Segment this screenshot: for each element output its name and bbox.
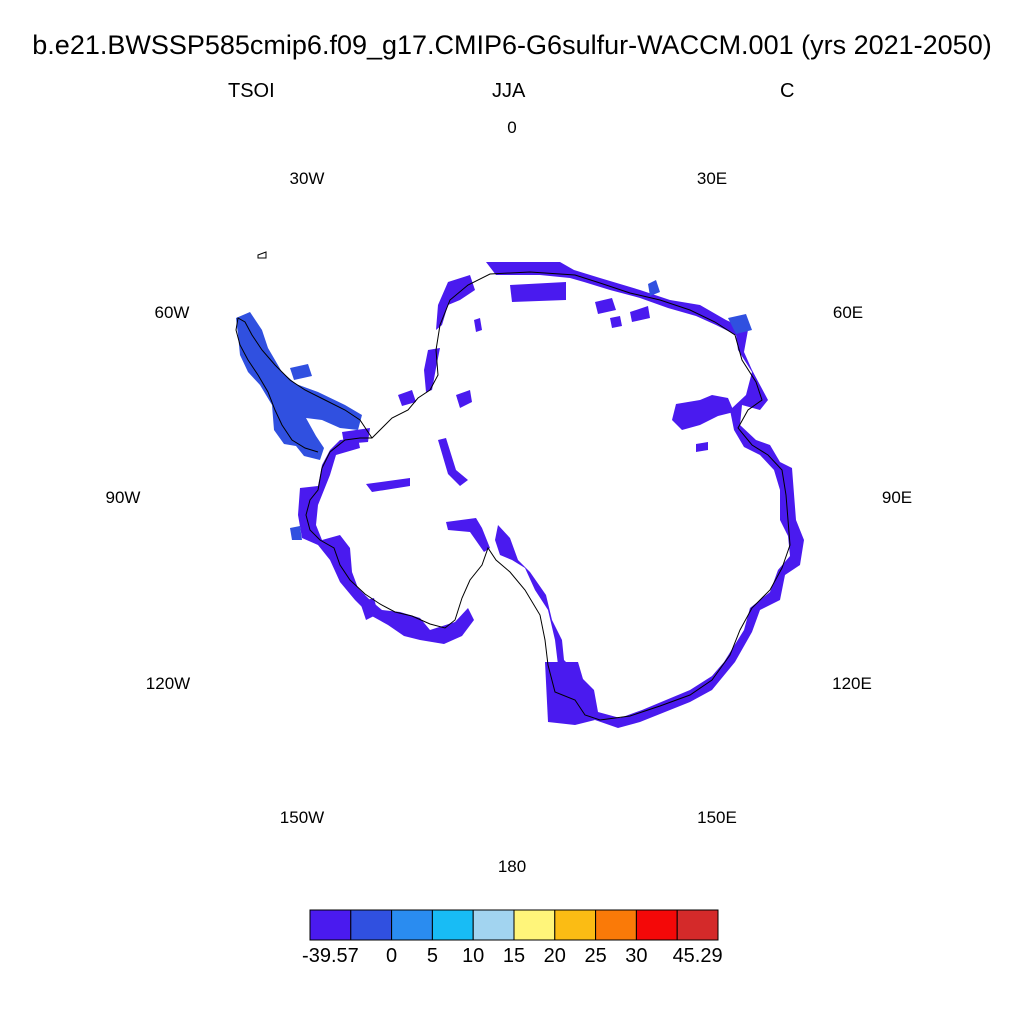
colorbar-tick-label: 20 bbox=[543, 945, 566, 967]
weddell-patch-3 bbox=[398, 390, 416, 406]
weddell-coast-field bbox=[436, 275, 475, 330]
lon-label-120e: 120E bbox=[832, 674, 872, 693]
colorbar-swatch bbox=[513, 909, 556, 941]
west-coast-field bbox=[298, 438, 474, 644]
lon-label-30e: 30E bbox=[696, 169, 728, 188]
colorbar-swatch bbox=[595, 909, 637, 941]
isolated-cell-3 bbox=[696, 442, 708, 452]
lon-label-150e: 150E bbox=[697, 808, 737, 827]
colorbar-swatch bbox=[472, 909, 515, 941]
lon-label-60w: 60W bbox=[154, 303, 190, 322]
lon-label-90w: 90W bbox=[105, 488, 141, 507]
lon-label-90e: 90E bbox=[881, 488, 913, 507]
isolated-cell-5 bbox=[630, 306, 650, 322]
colorbar-tick-label: -39.57 bbox=[302, 945, 359, 967]
continent-outline bbox=[305, 271, 791, 721]
amery-patch bbox=[728, 314, 752, 334]
interior-streak-3 bbox=[446, 518, 490, 552]
colorbar-swatch bbox=[431, 909, 474, 941]
interior-streak-4 bbox=[342, 428, 370, 444]
colorbar-swatch bbox=[309, 909, 352, 941]
interior-streak-2 bbox=[438, 438, 468, 486]
colorbar-tick-label: 30 bbox=[625, 945, 648, 967]
isolated-cell-6 bbox=[595, 298, 616, 314]
variable-label: TSOI bbox=[228, 80, 275, 102]
peninsula-patch-2 bbox=[290, 526, 302, 540]
ross-region-field bbox=[545, 662, 595, 725]
coastlines bbox=[235, 251, 791, 721]
isolated-cell-4 bbox=[610, 316, 622, 328]
plot-title: b.e21.BWSSP585cmip6.f09_g17.CMIP6-G6sulf… bbox=[32, 30, 992, 60]
peninsula-patch bbox=[290, 364, 312, 380]
colorbar-tick-label: 25 bbox=[584, 945, 607, 967]
colorbar-swatch bbox=[350, 909, 393, 941]
east-small-patch bbox=[648, 280, 660, 296]
colorbar-swatch bbox=[391, 909, 433, 941]
weddell-patch bbox=[424, 348, 440, 392]
alexander-island-outline bbox=[257, 251, 267, 259]
peninsula-outline bbox=[235, 317, 373, 453]
lon-label-180: 180 bbox=[497, 857, 527, 876]
weddell-patch-2 bbox=[456, 390, 472, 408]
dronning-maud-block bbox=[672, 395, 734, 430]
colorbar-tick-label: 45.29 bbox=[672, 945, 723, 967]
colorbar-swatch bbox=[554, 909, 597, 941]
isolated-cell-2 bbox=[474, 318, 482, 332]
isolated-cell-1 bbox=[360, 598, 378, 620]
units-label: C bbox=[780, 80, 795, 102]
lon-label-0: 0 bbox=[507, 118, 517, 137]
lon-label-60e: 60E bbox=[832, 303, 864, 322]
lon-label-120w: 120W bbox=[145, 674, 191, 693]
lon-label-150w: 150W bbox=[279, 808, 325, 827]
colorbar-tick-label: 10 bbox=[462, 945, 485, 967]
isolated-cell-7 bbox=[510, 282, 566, 302]
interior-streak-1 bbox=[366, 478, 410, 492]
colorbar-tick-label: 0 bbox=[386, 945, 398, 967]
colorbar-tick-label: 5 bbox=[426, 945, 438, 967]
lon-label-30w: 30W bbox=[289, 169, 325, 188]
season-label: JJA bbox=[492, 80, 526, 102]
colorbar-tick-label: 15 bbox=[502, 945, 526, 967]
colorbar-swatch bbox=[635, 909, 678, 941]
colorbar-swatch bbox=[676, 909, 719, 941]
